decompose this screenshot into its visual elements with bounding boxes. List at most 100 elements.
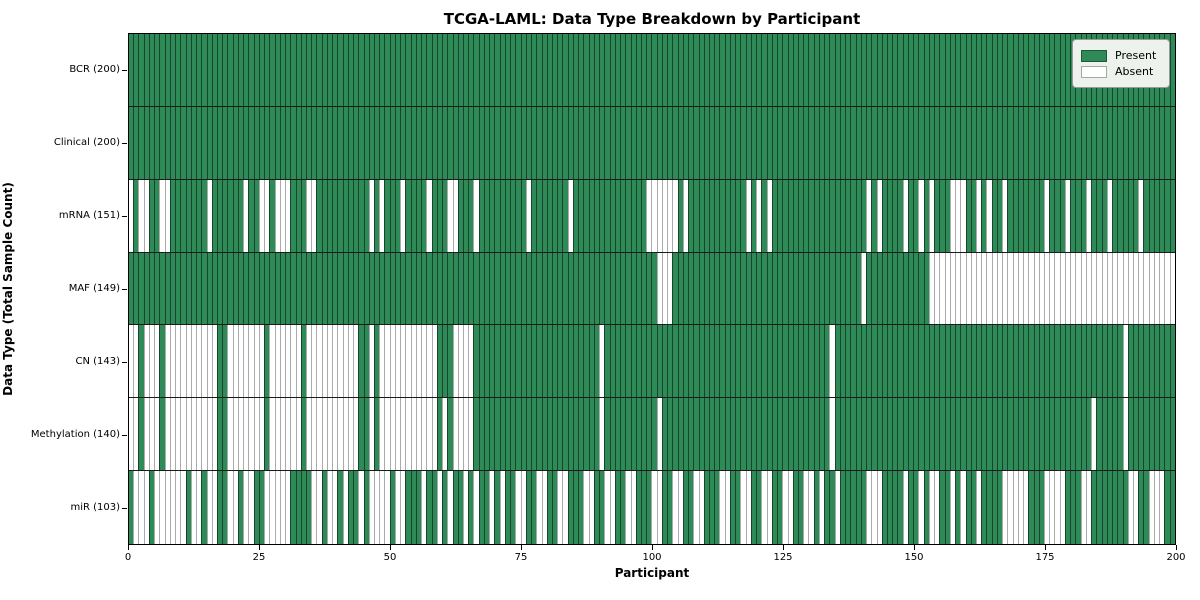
cell: [625, 34, 631, 106]
cell: [237, 179, 244, 252]
cell: [515, 252, 521, 325]
cell: [839, 179, 846, 252]
cell: [1023, 252, 1029, 325]
cell: [133, 398, 139, 471]
cell: [1117, 398, 1123, 471]
cell: [400, 325, 406, 398]
cell: [834, 325, 840, 398]
cell: [1049, 252, 1055, 325]
cell: [295, 325, 301, 398]
cell: [1023, 398, 1029, 471]
cell: [808, 34, 814, 106]
cell: [452, 34, 458, 106]
cell: [1044, 325, 1050, 398]
cell: [939, 34, 945, 106]
cell: [986, 471, 992, 544]
cell: [583, 398, 589, 471]
cell: [180, 179, 186, 252]
cell: [609, 34, 615, 106]
cell: [196, 179, 202, 252]
cell: [661, 398, 668, 471]
cell: [981, 34, 987, 106]
cell: [593, 252, 600, 325]
cell: [279, 325, 286, 398]
legend-entry-present: Present: [1081, 49, 1161, 62]
cell: [913, 106, 919, 179]
cell: [892, 398, 898, 471]
cell: [1169, 179, 1175, 252]
cell: [750, 398, 757, 471]
cell: [405, 34, 411, 106]
cell: [410, 34, 416, 106]
cell: [876, 179, 882, 252]
cell: [374, 325, 380, 398]
cell: [1012, 398, 1018, 471]
cell: [855, 34, 861, 106]
cell: [996, 252, 1003, 325]
cell: [379, 106, 385, 179]
cell: [876, 252, 882, 325]
cell: [934, 325, 940, 398]
cell: [311, 325, 317, 398]
cell: [897, 34, 903, 106]
cell: [525, 471, 532, 544]
cell: [201, 471, 207, 544]
cell: [855, 325, 861, 398]
cell: [845, 252, 851, 325]
cell: [1117, 179, 1123, 252]
cell: [400, 471, 406, 544]
cell: [379, 252, 385, 325]
ytick-mark: [122, 362, 127, 364]
cell: [557, 252, 563, 325]
cell: [473, 106, 479, 179]
cell: [389, 34, 395, 106]
cell: [237, 252, 244, 325]
cell: [860, 106, 867, 179]
cell: [494, 34, 500, 106]
cell: [253, 106, 259, 179]
cell: [546, 252, 552, 325]
cell: [928, 398, 935, 471]
cell: [405, 179, 411, 252]
cell: [583, 106, 589, 179]
cell: [483, 252, 490, 325]
cell: [572, 471, 579, 544]
cell: [531, 325, 537, 398]
cell: [955, 34, 961, 106]
cell: [1127, 179, 1133, 252]
cell: [818, 106, 825, 179]
cell: [1143, 252, 1149, 325]
cell: [551, 471, 558, 544]
cell: [389, 471, 395, 544]
cell: [667, 252, 673, 325]
cell: [620, 106, 626, 179]
cell: [756, 34, 762, 106]
cell: [572, 325, 579, 398]
cell: [939, 106, 945, 179]
cell: [321, 398, 327, 471]
cell: [274, 325, 280, 398]
cell: [452, 325, 458, 398]
cell: [478, 252, 484, 325]
cell: [520, 325, 526, 398]
cell: [745, 252, 751, 325]
cell: [960, 34, 966, 106]
cell: [504, 398, 511, 471]
cell: [201, 252, 207, 325]
cell: [143, 325, 149, 398]
cell: [855, 179, 861, 252]
cell: [1101, 106, 1107, 179]
xtick-mark: [783, 545, 784, 550]
cell: [939, 252, 945, 325]
cell: [541, 252, 547, 325]
cell: [248, 252, 254, 325]
cell: [562, 34, 568, 106]
cell: [1159, 398, 1165, 471]
cell: [1002, 179, 1008, 252]
cell: [965, 106, 971, 179]
ytick-label-mir: miR (103): [70, 502, 120, 514]
cell: [1054, 398, 1060, 471]
cell: [148, 106, 155, 179]
cell: [478, 325, 484, 398]
cell: [436, 34, 443, 106]
